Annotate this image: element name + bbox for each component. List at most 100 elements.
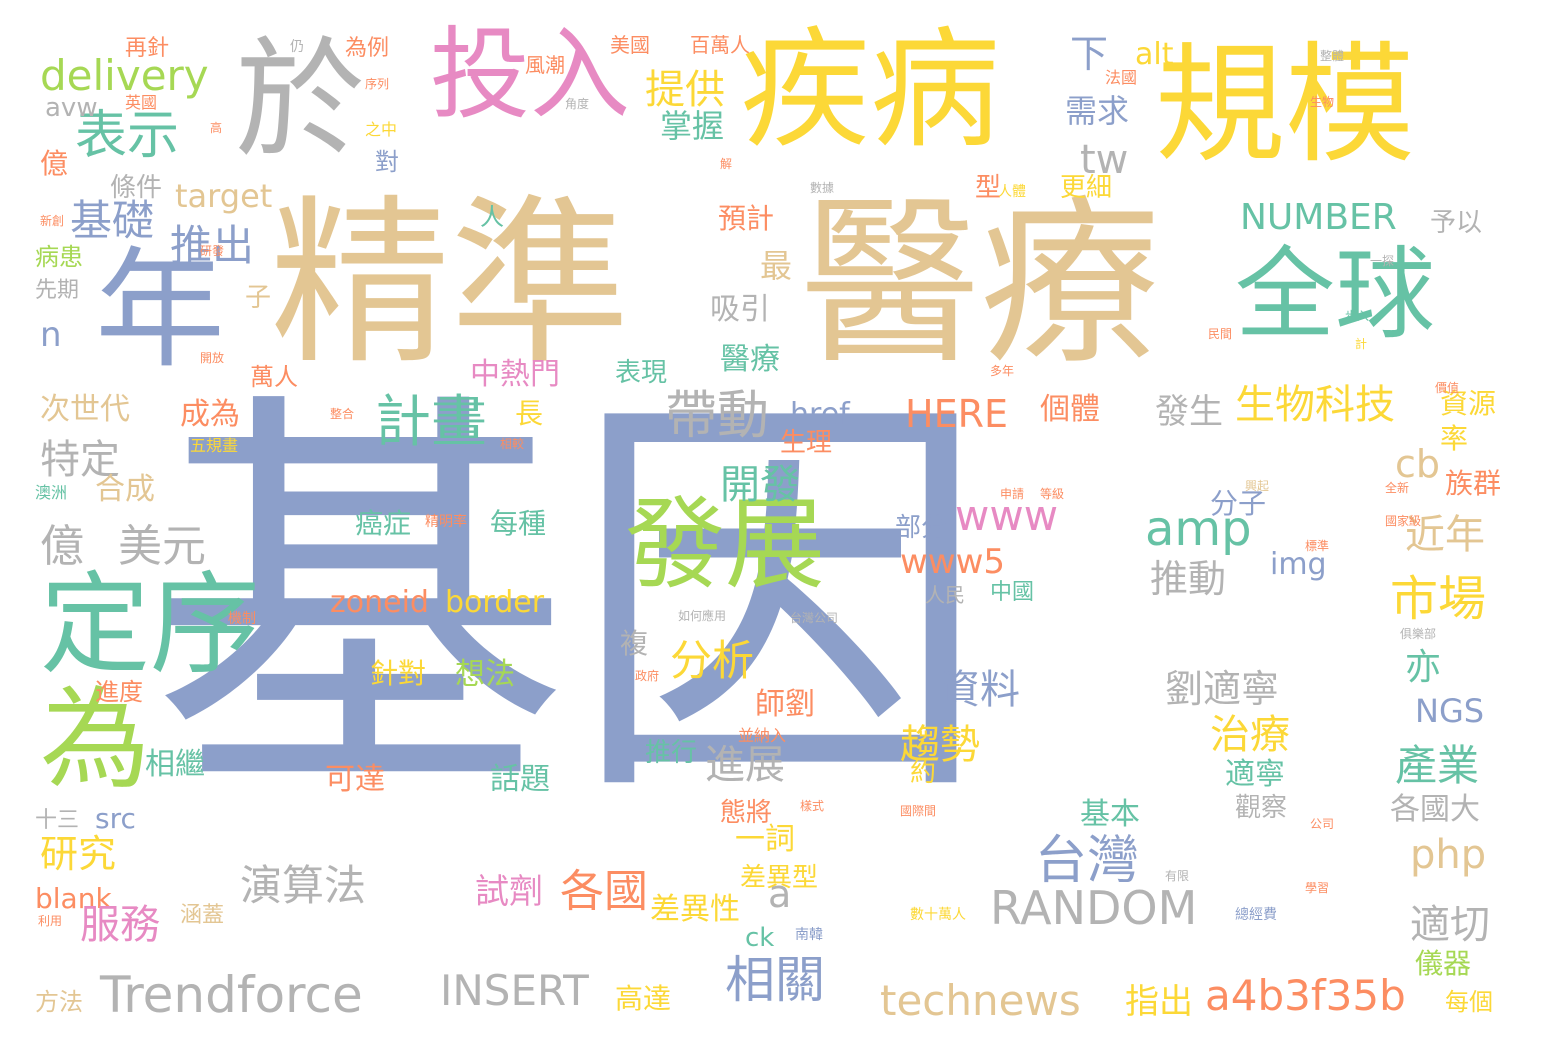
cloud-word: 率: [1440, 422, 1469, 455]
cloud-word: 全新: [1385, 481, 1410, 495]
cloud-word: 一詞: [735, 822, 795, 857]
cloud-word: 劉適寧: [1165, 667, 1280, 711]
cloud-word: 新創: [40, 214, 65, 228]
cloud-word: 先期: [35, 278, 80, 303]
cloud-word: 角度: [565, 97, 590, 111]
cloud-word: 國際間: [900, 804, 937, 818]
cloud-word: ck: [745, 923, 775, 953]
cloud-word: 醫療: [720, 342, 780, 377]
cloud-word: 國家級: [1385, 514, 1422, 528]
cloud-word: 發生: [1155, 392, 1223, 432]
cloud-word: 族群: [1445, 467, 1502, 500]
cloud-word: 台灣公司: [790, 611, 839, 625]
cloud-word: 產業: [1395, 741, 1480, 790]
cloud-word: 人體: [998, 184, 1026, 200]
cloud-word: 複: [620, 627, 649, 660]
cloud-word: 長: [515, 397, 544, 430]
cloud-word: 學習: [1305, 881, 1330, 895]
cloud-word: 相繼: [145, 747, 205, 782]
cloud-word: 十三: [35, 808, 80, 833]
cloud-word: 指出: [1125, 982, 1193, 1022]
cloud-word: 高: [210, 121, 223, 135]
cloud-word: 帶動: [665, 386, 770, 446]
cloud-word: 亦: [1405, 647, 1442, 688]
cloud-word: 投入: [430, 16, 630, 133]
cloud-word: 澳洲: [35, 483, 68, 502]
cloud-word: 差異型: [740, 863, 819, 893]
cloud-word: 精準: [270, 180, 631, 389]
cloud-word: RANDOM: [990, 881, 1198, 935]
cloud-word: www5: [900, 542, 1006, 582]
cloud-word: 相較: [500, 437, 525, 451]
cloud-word: 病患: [35, 243, 83, 271]
cloud-word: 高達: [615, 982, 672, 1015]
cloud-word: 利用: [38, 914, 63, 928]
cloud-word: 等級: [1040, 487, 1065, 501]
cloud-word: 吸引: [710, 292, 770, 327]
cloud-word: 美元: [118, 521, 206, 572]
cloud-word: 最: [760, 247, 793, 285]
cloud-word: 條件: [110, 173, 163, 203]
cloud-word: Trendforce: [100, 966, 363, 1024]
cloud-word: 進度: [95, 678, 143, 706]
cloud-word: 針對: [370, 657, 427, 690]
cloud-word: border: [445, 585, 545, 620]
cloud-word: 予以: [1430, 208, 1483, 238]
cloud-word: cb: [1395, 442, 1441, 486]
cloud-word: 方法: [35, 988, 83, 1016]
cloud-word: 規模: [1155, 29, 1416, 181]
cloud-word: 相關: [725, 951, 825, 1009]
cloud-word: 之中: [365, 120, 398, 139]
cloud-word: 每種: [490, 507, 547, 540]
cloud-word: 公司: [1310, 817, 1335, 831]
cloud-word: 俱樂部: [1400, 627, 1437, 641]
cloud-word: 人: [480, 203, 504, 231]
cloud-word: 英國: [125, 93, 158, 112]
cloud-word: 基本: [1080, 797, 1140, 832]
cloud-word: 次世代: [40, 392, 130, 427]
cloud-word: 特定: [40, 437, 120, 483]
cloud-word: 推動: [1150, 557, 1227, 601]
cloud-word: 約: [910, 758, 937, 788]
cloud-word: 全球: [1235, 236, 1435, 353]
cloud-word: 適寧: [1225, 757, 1285, 792]
cloud-word: 為例: [345, 36, 390, 61]
cloud-word: 仍: [290, 39, 304, 55]
cloud-word: 整合: [330, 407, 355, 421]
cloud-word: 進展: [705, 742, 785, 788]
cloud-word: 個體: [1040, 392, 1100, 427]
cloud-word: 定序: [40, 561, 260, 689]
cloud-word: 民間: [1208, 327, 1233, 341]
cloud-word: 如何應用: [678, 609, 727, 623]
cloud-word: zoneid: [330, 585, 429, 620]
cloud-word: 觀察: [1235, 793, 1288, 823]
cloud-word: 態將: [720, 798, 773, 828]
cloud-word: 提供: [645, 67, 725, 113]
cloud-word: 合成: [95, 472, 155, 507]
cloud-word: 需求: [1065, 92, 1130, 130]
cloud-word: 南韓: [795, 927, 823, 943]
cloud-word: 中國: [990, 580, 1035, 605]
cloud-word: 百萬人: [690, 33, 750, 57]
cloud-word: img: [1270, 547, 1327, 582]
cloud-word: 涵蓋: [180, 903, 225, 928]
cloud-word: avw: [45, 93, 98, 123]
cloud-word: 五規畫: [190, 436, 239, 455]
cloud-word: tw: [1080, 137, 1129, 183]
cloud-word: 法國: [1105, 68, 1138, 87]
cloud-word: 台灣: [1035, 831, 1140, 891]
cloud-word: a4b3f35b: [1205, 971, 1406, 1020]
cloud-word: 演算法: [240, 861, 367, 910]
cloud-word: www: [955, 491, 1059, 540]
cloud-word: 解: [720, 157, 733, 171]
cloud-word: 服務: [80, 902, 160, 948]
cloud-word: 再針: [125, 36, 170, 61]
cloud-word: 發展: [625, 486, 825, 603]
cloud-word: 基礎: [70, 196, 155, 245]
cloud-word: 計: [1355, 337, 1368, 351]
cloud-word: 掌握: [660, 107, 725, 145]
cloud-word: 市場: [1390, 571, 1487, 627]
cloud-word: HERE: [905, 392, 1008, 436]
cloud-word: 試劑: [475, 872, 543, 912]
cloud-word: 表示: [75, 106, 180, 166]
